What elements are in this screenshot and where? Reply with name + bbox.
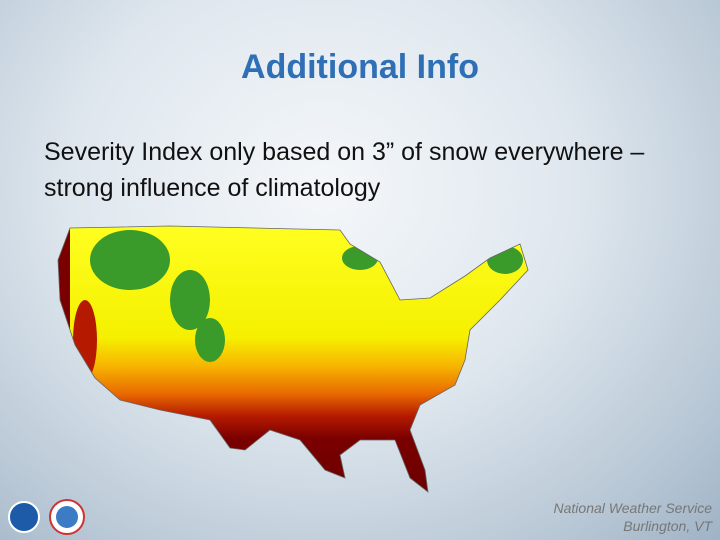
noaa-logo <box>8 501 40 533</box>
slide-body: Severity Index only based on 3” of snow … <box>44 138 645 202</box>
map-fill <box>58 226 528 492</box>
footer-line: National Weather Service <box>553 500 712 516</box>
slide-title: Additional Info <box>241 48 479 86</box>
footer-line: Burlington, VT <box>623 518 712 534</box>
